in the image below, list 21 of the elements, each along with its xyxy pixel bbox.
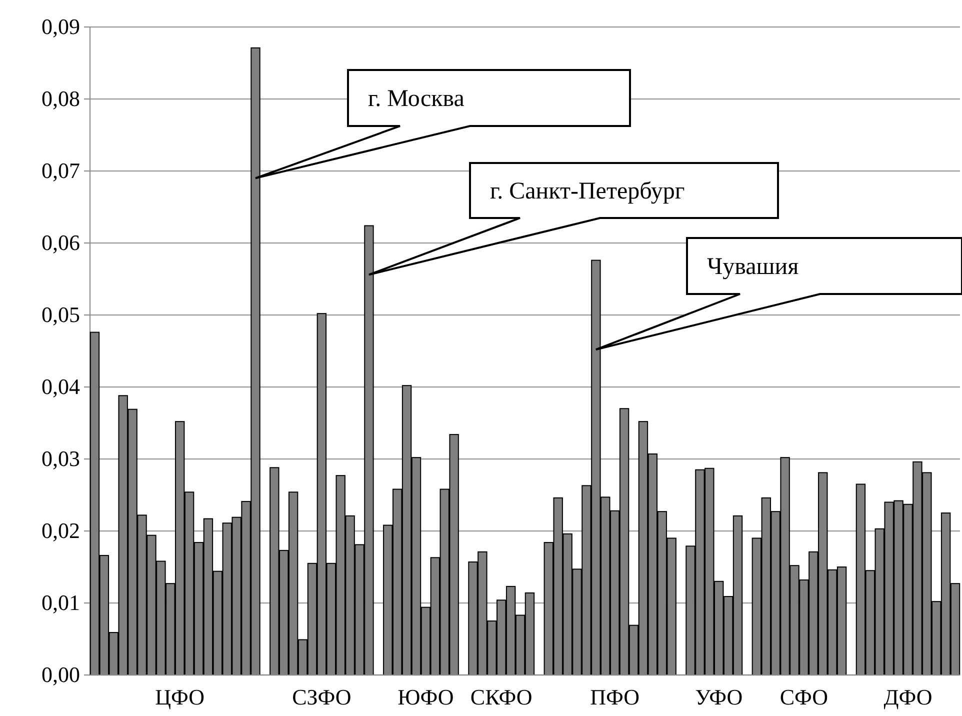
- y-tick-label: 0,05: [42, 302, 80, 328]
- x-tick-label: ЮФО: [398, 684, 454, 710]
- x-tick-label: ЦФО: [155, 684, 205, 710]
- x-tick-label: ПФО: [590, 684, 640, 710]
- x-tick-label: СФО: [780, 684, 828, 710]
- x-tick-label: СКФО: [470, 684, 532, 710]
- y-tick-label: 0,02: [42, 518, 80, 544]
- x-tick-label: УФО: [695, 684, 743, 710]
- y-tick-label: 0,03: [42, 446, 80, 472]
- y-tick-label: 0,08: [42, 86, 80, 112]
- y-tick-label: 0,01: [42, 590, 80, 616]
- annotation: г. Санкт-Петербург: [490, 178, 685, 204]
- y-tick-label: 0,06: [42, 230, 80, 256]
- y-tick-label: 0,00: [42, 662, 80, 688]
- annotation: Чувашия: [707, 254, 799, 280]
- x-tick-label: СЗФО: [292, 684, 352, 710]
- y-tick-label: 0,04: [42, 374, 80, 400]
- y-tick-label: 0,09: [42, 14, 80, 40]
- x-tick-label: ДФО: [884, 684, 932, 710]
- y-tick-label: 0,07: [42, 158, 80, 184]
- annotation: г. Москва: [368, 86, 465, 112]
